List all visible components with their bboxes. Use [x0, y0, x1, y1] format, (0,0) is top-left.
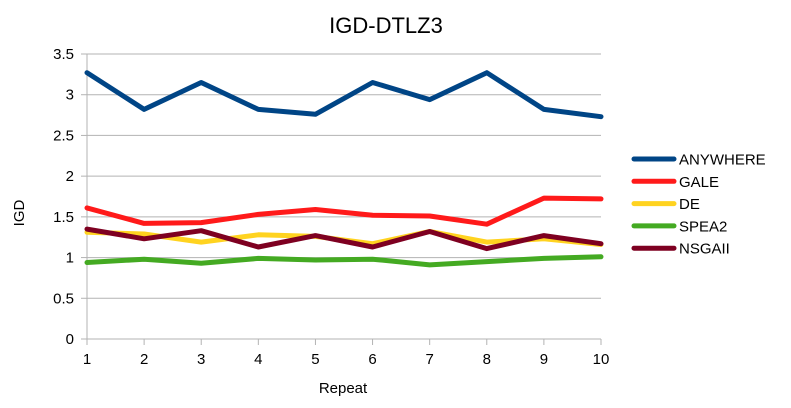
x-tick-label: 8 — [483, 351, 491, 368]
x-axis-label: Repeat — [319, 380, 368, 397]
series-lines — [84, 70, 604, 268]
y-tick-labels: 0 0.5 1 1.5 2 2.5 3 3.5 — [53, 46, 74, 348]
y-tick-label: 3.5 — [53, 46, 74, 63]
legend-label: DE — [679, 196, 700, 213]
legend-label: ANYWHERE — [679, 152, 766, 169]
x-tick-label: 10 — [593, 351, 610, 368]
legend-label: SPEA2 — [679, 218, 727, 235]
chart-title: IGD-DTLZ3 — [329, 13, 443, 38]
y-axis-label: IGD — [11, 200, 28, 227]
y-tick-label: 2 — [66, 168, 74, 185]
x-tick-labels: 1 2 3 4 5 6 7 8 9 10 — [83, 351, 610, 368]
x-tick-label: 4 — [254, 351, 262, 368]
x-tick-label: 6 — [368, 351, 376, 368]
x-tick-label: 3 — [197, 351, 205, 368]
y-tick-label: 3 — [66, 87, 74, 104]
axes — [86, 54, 602, 345]
y-tick-label: 0.5 — [53, 290, 74, 307]
series-line-gale — [84, 195, 604, 227]
series-line-anywhere — [84, 70, 604, 120]
legend-label: NSGAII — [679, 241, 730, 258]
y-tick-label: 0 — [66, 331, 74, 348]
y-tick-label: 1 — [66, 250, 74, 267]
legend-label: GALE — [679, 174, 719, 191]
x-tick-label: 7 — [425, 351, 433, 368]
x-tick-label: 1 — [83, 351, 91, 368]
y-tick-label: 1.5 — [53, 209, 74, 226]
x-tick-label: 2 — [140, 351, 148, 368]
x-tick-label: 9 — [540, 351, 548, 368]
series-line-spea2 — [84, 254, 604, 268]
legend: ANYWHERE GALE DE SPEA2 NSGAII — [631, 152, 766, 258]
series-line-nsgaii — [84, 226, 604, 252]
x-tick-label: 5 — [311, 351, 319, 368]
y-tick-label: 2.5 — [53, 127, 74, 144]
